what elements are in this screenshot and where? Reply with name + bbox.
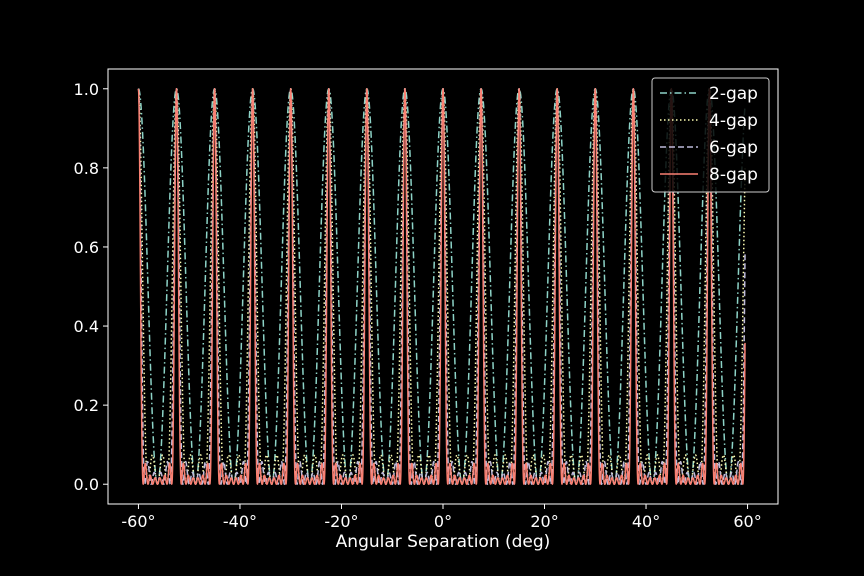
x-tick-label: 20° bbox=[530, 512, 558, 531]
y-tick-label: 1.0 bbox=[74, 80, 99, 99]
legend-label-8-gap: 8-gap bbox=[709, 165, 758, 185]
x-tick-label: -60° bbox=[121, 512, 155, 531]
x-tick-label: -20° bbox=[324, 512, 358, 531]
series-layer bbox=[137, 88, 746, 485]
y-tick-label: 0.0 bbox=[74, 475, 99, 494]
x-axis: -60° -40° -20° 0° 20° 40° 60° bbox=[121, 504, 762, 531]
legend-label-6-gap: 6-gap bbox=[709, 138, 758, 158]
x-tick-label: 0° bbox=[434, 512, 452, 531]
y-tick-label: 0.4 bbox=[74, 317, 99, 336]
series-line-6-gap bbox=[137, 88, 746, 485]
series-line-8-gap bbox=[137, 88, 746, 485]
y-tick-label: 0.2 bbox=[74, 396, 99, 415]
x-tick-label: 60° bbox=[733, 512, 761, 531]
legend: 2-gap 4-gap 6-gap 8-gap bbox=[651, 77, 770, 193]
x-axis-label: Angular Separation (deg) bbox=[336, 532, 551, 552]
legend-label-2-gap: 2-gap bbox=[709, 84, 758, 104]
y-axis: 0.0 0.2 0.4 0.6 0.8 1.0 bbox=[74, 80, 108, 494]
y-tick-label: 0.8 bbox=[74, 159, 99, 178]
y-tick-label: 0.6 bbox=[74, 238, 99, 257]
x-tick-label: 40° bbox=[632, 512, 660, 531]
series-line-2-gap bbox=[137, 88, 746, 485]
legend-box bbox=[651, 77, 770, 193]
x-tick-label: -40° bbox=[223, 512, 257, 531]
legend-label-4-gap: 4-gap bbox=[709, 111, 758, 131]
